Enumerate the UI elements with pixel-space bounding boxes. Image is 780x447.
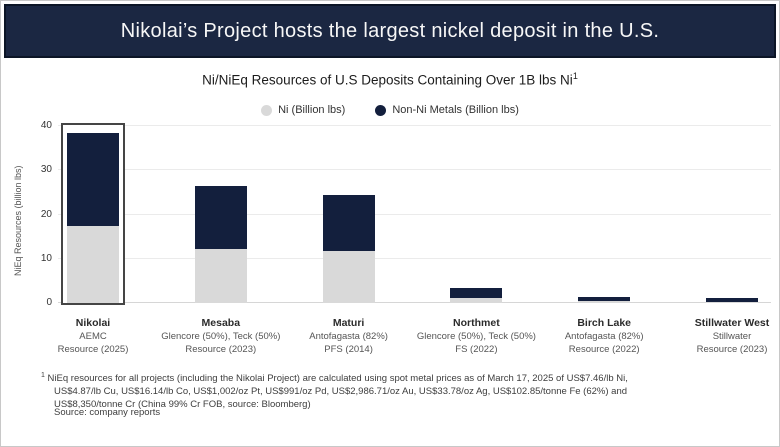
deposit-owner: Glencore (50%), Teck (50%) [416,331,536,342]
footnote-line: US$8,350/tonne Cr (China 99% Cr FOB, sou… [54,399,311,411]
bar-mesaba [194,185,247,303]
y-tick-label: 20 [40,208,52,220]
deposit-owner: AEMC [79,331,107,342]
category-label-nikolai: Nikolai AEMC Resource (2025) [18,317,168,356]
gridline [58,213,771,215]
deposit-name: Northmet [453,317,500,329]
bar-segment-ni [67,225,119,303]
category-label-stillwater-west: Stillwater West Stillwater Resource (2023) [657,317,779,356]
deposit-stage: FS (2022) [455,344,498,355]
deposit-stage: Resource (2022) [568,344,640,355]
deposit-name: Nikolai [75,317,111,329]
y-tick-label: 10 [40,252,52,264]
deposit-name: Birch Lake [577,317,632,329]
bar-maturi [322,194,375,303]
deposit-stage: Resource (2025) [57,344,129,355]
deposit-owner: Antofagasta (82%) [309,331,388,342]
footnote-line: US$4.87/lb Cu, US$16.14/lb Co, US$1,002/… [54,386,628,398]
gridline [58,125,771,126]
bar-segment-ni [578,301,631,303]
footnote-superscript: 1 [41,372,45,379]
bar-birch-lake [578,296,631,303]
bar-segment-ni [706,302,758,303]
bar-segment-non-ni [322,194,375,252]
bar-segment-ni [450,297,503,303]
chart-title-footnote-marker: 1 [572,71,578,81]
legend-label: Non-Ni Metals (Billion lbs) [392,104,519,116]
chart-legend: Ni (Billion lbs) Non-Ni Metals (Billion l… [1,104,779,116]
deposit-stage: PFS (2014) [324,344,373,355]
bar-nikolai [67,132,119,303]
y-axis-title: NiEq Resources (billion lbs) [13,165,23,277]
plot-area: 0 10 20 30 40 [41,120,771,308]
x-axis-line [58,302,771,303]
bar-stillwater-west [706,297,758,303]
category-label-maturi: Maturi Antofagasta (82%) PFS (2014) [274,317,424,356]
chart-title-text: Ni/NiEq Resources of U.S Deposits Contai… [202,72,573,88]
y-tick-label: 0 [46,297,52,308]
y-tick-label: 30 [40,164,52,176]
bar-segment-ni [322,251,375,303]
y-tick-label: 40 [40,120,52,131]
gridline [58,257,771,259]
footnote-line: 1 NiEq resources for all projects (inclu… [41,372,628,385]
bar-segment-non-ni [194,185,247,250]
header-banner: Nikolai’s Project hosts the largest nick… [4,4,776,58]
legend-item: Non-Ni Metals (Billion lbs) [375,104,519,116]
bar-segment-non-ni [450,287,503,298]
deposit-owner: Stillwater [712,331,752,342]
deposit-owner: Antofagasta (82%) [564,331,644,342]
footnote: 1 NiEq resources for all projects (inclu… [41,369,628,411]
category-label-northmet: Northmet Glencore (50%), Teck (50%) FS (20… [401,317,551,356]
legend-swatch-icon [261,104,273,116]
bar-northmet [450,287,503,303]
deposit-stage: Resource (2023) [696,344,768,355]
bar-segment-non-ni [706,297,758,303]
banner-title: Nikolai’s Project hosts the largest nick… [120,19,660,42]
deposit-name: Maturi [332,317,365,329]
legend-swatch-icon [375,104,387,116]
bar-segment-non-ni [578,296,631,302]
category-label-birch-lake: Birch Lake Antofagasta (82%) Resource (202… [529,317,679,356]
category-label-mesaba: Mesaba Glencore (50%), Teck (50%) Resource… [146,317,296,356]
source-note: Source: company reports [54,407,161,418]
bar-segment-ni [194,249,247,303]
gridline [58,169,771,171]
legend-item: Ni (Billion lbs) [261,104,345,116]
deposit-stage: Resource (2023) [185,344,257,355]
chart-title: Ni/NiEq Resources of U.S Deposits Contai… [1,71,779,88]
deposit-name: Mesaba [201,317,241,329]
deposit-name: Stillwater West [694,317,770,329]
legend-label: Ni (Billion lbs) [278,104,346,116]
bar-segment-non-ni [67,132,119,226]
deposit-owner: Glencore (50%), Teck (50%) [161,331,281,342]
